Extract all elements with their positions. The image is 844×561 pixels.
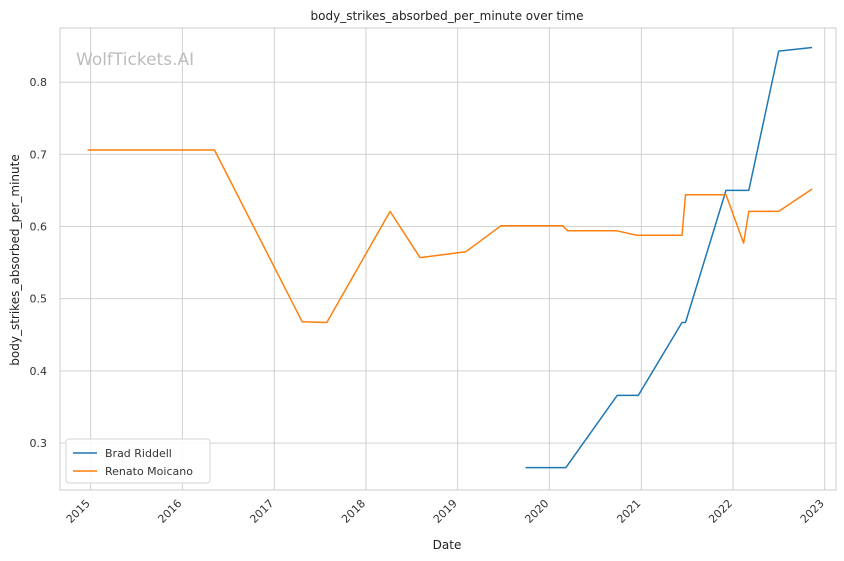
- x-tick-label: 2016: [155, 497, 184, 526]
- x-tick-label: 2022: [706, 497, 735, 526]
- series-lines: [87, 46, 813, 469]
- y-tick-label: 0.5: [30, 293, 48, 306]
- y-tick-labels: 0.3 0.4 0.5 0.6 0.7 0.8: [30, 76, 48, 450]
- x-tick-label: 2017: [247, 497, 276, 526]
- x-tick-labels: 2015 2016 2017 2018 2019 2020 2021 2022 2023: [64, 497, 827, 526]
- plot-area: [59, 27, 837, 491]
- legend-box: [65, 438, 211, 484]
- chart-title: body_strikes_absorbed_per_minute over ti…: [311, 9, 584, 23]
- y-tick-label: 0.3: [30, 437, 48, 450]
- series-line-brad-riddell: [525, 46, 813, 469]
- y-tick-label: 0.6: [30, 221, 48, 234]
- legend-label-brad-riddell: Brad Riddell: [105, 447, 172, 460]
- legend-label-renato-moicano: Renato Moicano: [105, 465, 193, 478]
- x-tick-label: 2021: [614, 497, 643, 526]
- x-tick-label: 2015: [64, 497, 93, 526]
- y-tick-label: 0.8: [30, 76, 48, 89]
- grid-lines: [60, 28, 836, 490]
- x-axis-title: Date: [433, 538, 462, 552]
- y-axis-title: body_strikes_absorbed_per_minute: [8, 154, 22, 365]
- x-tick-label: 2023: [798, 497, 827, 526]
- legend: Brad Riddell Renato Moicano: [65, 438, 211, 484]
- x-tick-label: 2020: [522, 497, 551, 526]
- y-tick-label: 0.7: [30, 148, 48, 161]
- series-line-renato-moicano: [87, 149, 813, 324]
- y-tick-label: 0.4: [30, 365, 48, 378]
- x-tick-label: 2018: [339, 497, 368, 526]
- x-tick-label: 2019: [431, 497, 460, 526]
- watermark: WolfTickets.AI: [76, 50, 194, 70]
